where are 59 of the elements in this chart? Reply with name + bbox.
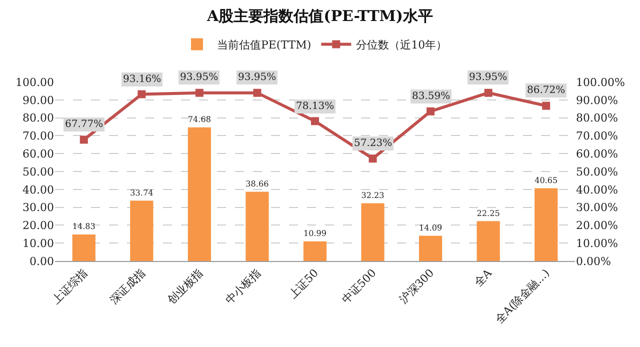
x-tick-label: 上证综指 — [50, 266, 90, 307]
bar — [534, 188, 558, 261]
y-tick-label: 70.00 — [22, 130, 54, 143]
y2-tick-label: 70.00% — [576, 130, 618, 143]
point — [195, 88, 204, 97]
y-tick-label: 60.00 — [22, 147, 54, 160]
x-tick-label: 全A(除金融...) — [492, 266, 552, 326]
y2-tick-label: 80.00% — [576, 112, 618, 125]
y-tick-label: 10.00 — [22, 236, 54, 250]
x-tick-label: 深证成指 — [107, 266, 148, 307]
bar — [188, 127, 211, 261]
bar — [361, 203, 384, 261]
y2-tick-label: 0.00% — [576, 254, 611, 268]
bar — [303, 241, 327, 261]
y-tick-label: 40.00 — [22, 183, 54, 196]
y2-tick-label: 40.00% — [576, 183, 618, 196]
y2-tick-label: 60.00% — [576, 147, 618, 160]
y2-tick-label: 30.00% — [576, 201, 618, 214]
point — [80, 136, 88, 144]
x-tick-label: 创业板指 — [165, 266, 206, 307]
point — [138, 90, 146, 98]
point — [484, 88, 492, 97]
legend-label: 当前估值PE(TTM) — [217, 38, 312, 52]
data-label: 67.77% — [65, 119, 104, 130]
x-tick-label: 全A — [472, 266, 496, 290]
y2-tick-label: 100.00% — [576, 76, 625, 89]
data-label: 93.95% — [238, 72, 276, 83]
data-label: 86.72% — [527, 85, 566, 96]
data-label: 78.13% — [296, 101, 334, 112]
data-label: 93.16% — [123, 74, 162, 85]
data-label: 93.95% — [469, 72, 508, 83]
point — [311, 117, 319, 126]
bar — [246, 192, 269, 261]
bar — [476, 221, 500, 261]
point — [253, 88, 262, 97]
y2-tick-label: 10.00% — [576, 236, 618, 250]
data-label: 93.95% — [180, 72, 218, 83]
y2-tick-label: 90.00% — [576, 94, 618, 107]
y-tick-label: 100.00 — [16, 76, 54, 89]
y-tick-label: 90.00 — [22, 94, 54, 107]
chart-title: A股主要指数估值(PE-TTM)水平 — [206, 6, 433, 25]
data-label: 83.59% — [412, 91, 450, 102]
y2-tick-label: 50.00% — [576, 165, 618, 178]
y-tick-label: 0.00 — [30, 254, 54, 268]
y-tick-label: 50.00 — [22, 165, 54, 178]
legend-label: 分位数（近10年） — [356, 38, 448, 52]
x-tick-label: 中小板指 — [222, 266, 264, 307]
bar — [130, 200, 154, 261]
data-label: 57.23% — [354, 138, 392, 149]
point — [368, 154, 377, 163]
point — [542, 102, 550, 110]
y-tick-label: 20.00 — [22, 219, 54, 232]
y-tick-label: 80.00 — [22, 112, 54, 125]
bar — [72, 234, 96, 261]
y2-tick-label: 20.00% — [576, 219, 618, 232]
bar — [419, 236, 442, 261]
point — [426, 107, 435, 116]
x-tick-label: 上证50 — [286, 266, 322, 302]
y-tick-label: 30.00 — [22, 201, 54, 214]
